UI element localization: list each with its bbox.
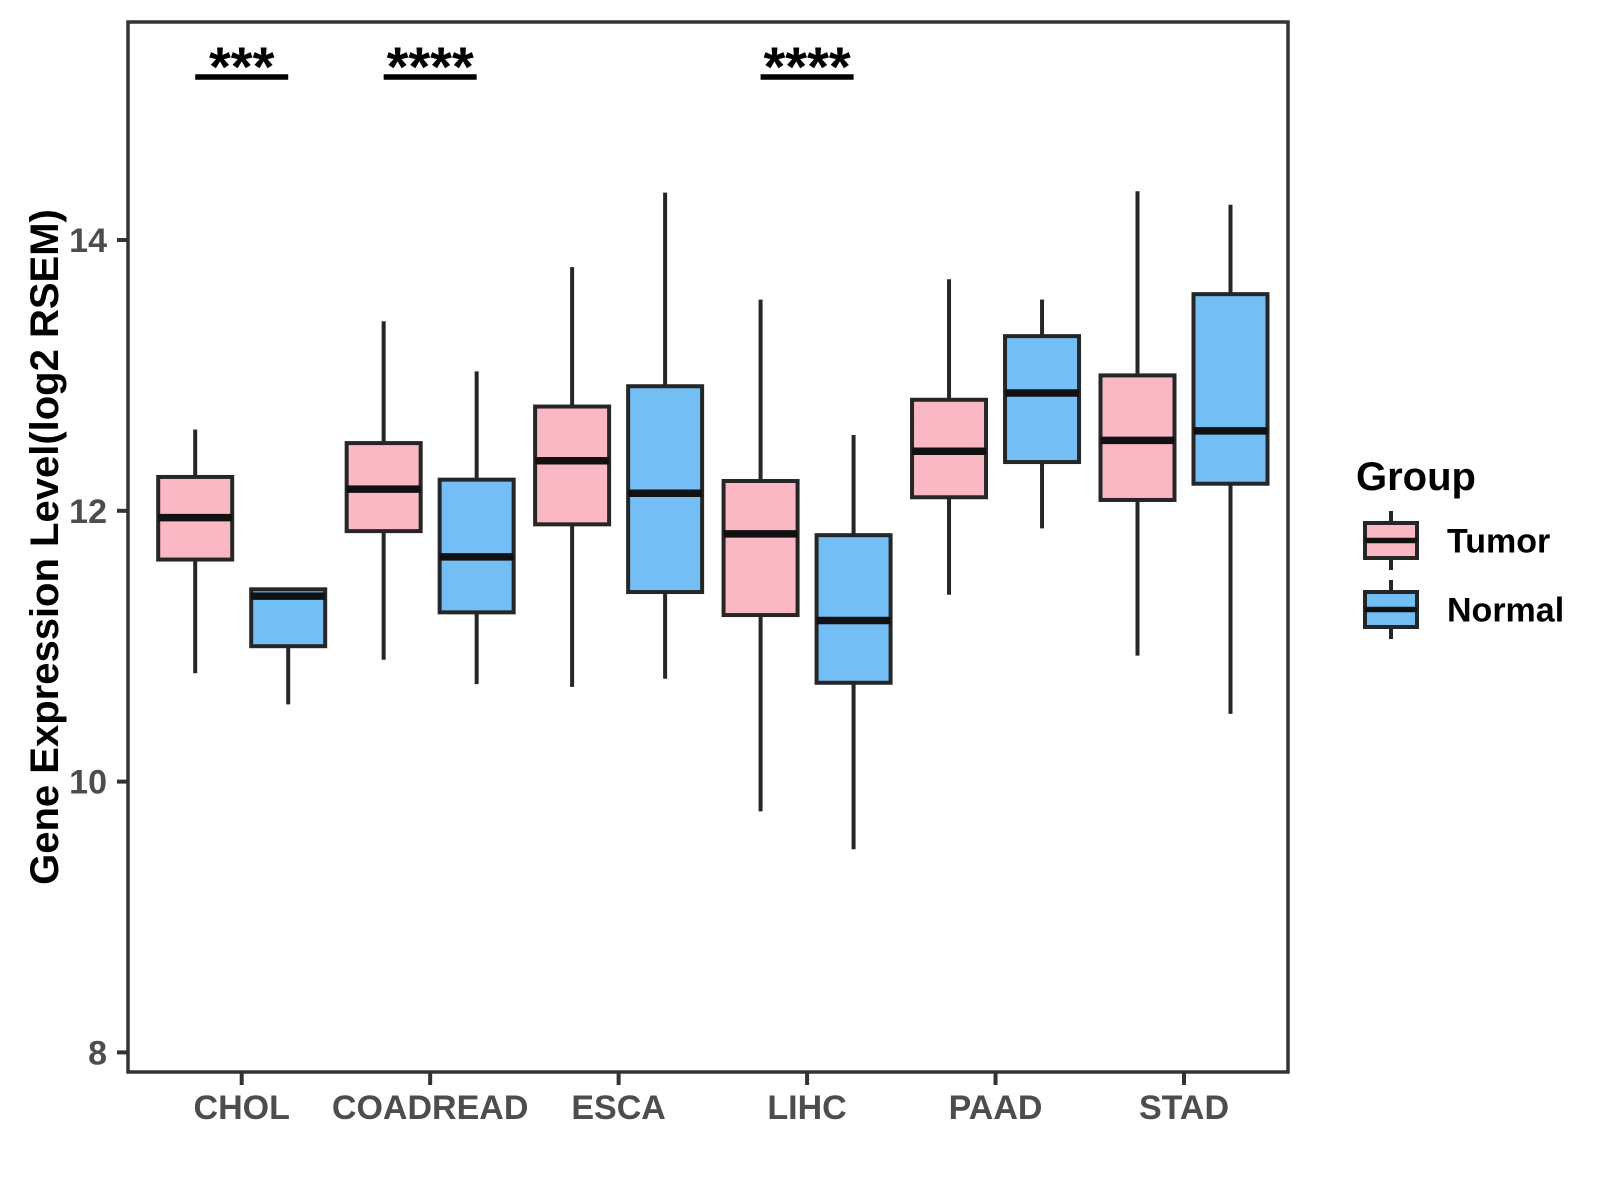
iqr-box: [533, 404, 612, 527]
significance-LIHC: ****: [760, 35, 854, 98]
box-COADREAD-Tumor: [344, 321, 423, 660]
y-tick-label-12: 12: [69, 493, 107, 531]
significance-stars: ****: [387, 35, 474, 98]
x-tick-label-ESCA: ESCA: [571, 1089, 665, 1127]
y-axis-title: Gene Expression Level(log2 RSEM): [23, 209, 67, 885]
legend-label: Normal: [1447, 592, 1564, 630]
box-LIHC-Normal: [814, 434, 893, 850]
box-ESCA-Normal: [626, 192, 705, 679]
iqr-box: [1191, 292, 1270, 486]
iqr-box: [437, 477, 516, 615]
legend-entry-normal: Normal: [1363, 580, 1564, 639]
significance-CHOL: ***: [195, 35, 289, 98]
box-PAAD-Tumor: [910, 279, 989, 595]
iqr-box: [814, 533, 893, 685]
x-tick-label-COADREAD: COADREAD: [332, 1089, 528, 1127]
box-COADREAD-Normal: [437, 371, 516, 685]
box-LIHC-Tumor: [721, 299, 800, 812]
legend-label: Tumor: [1447, 523, 1550, 561]
legend: Group Tumor Normal: [1356, 455, 1564, 639]
x-tick-label-LIHC: LIHC: [767, 1089, 846, 1127]
box-STAD-Tumor: [1098, 191, 1177, 656]
iqr-box: [721, 479, 800, 618]
legend-title: Group: [1356, 455, 1476, 499]
significance-COADREAD: ****: [383, 35, 477, 98]
plot-panel-border: [126, 20, 1290, 1074]
y-tick-label-10: 10: [69, 764, 107, 802]
box-CHOL-Tumor: [156, 429, 235, 674]
significance-stars: ***: [209, 35, 275, 98]
x-tick-label-STAD: STAD: [1139, 1089, 1229, 1127]
iqr-box: [1003, 334, 1082, 465]
x-tick-label-CHOL: CHOL: [194, 1089, 290, 1127]
iqr-box: [626, 384, 705, 595]
box-CHOL-Normal: [249, 587, 328, 705]
legend-entry-tumor: Tumor: [1363, 511, 1550, 570]
box-ESCA-Tumor: [533, 267, 612, 687]
box-PAAD-Normal: [1003, 299, 1082, 529]
box-STAD-Normal: [1191, 204, 1270, 714]
x-tick-label-PAAD: PAAD: [949, 1089, 1043, 1127]
significance-stars: ****: [763, 35, 850, 98]
y-tick-label-14: 14: [69, 222, 107, 260]
y-tick-label-8: 8: [88, 1034, 107, 1072]
